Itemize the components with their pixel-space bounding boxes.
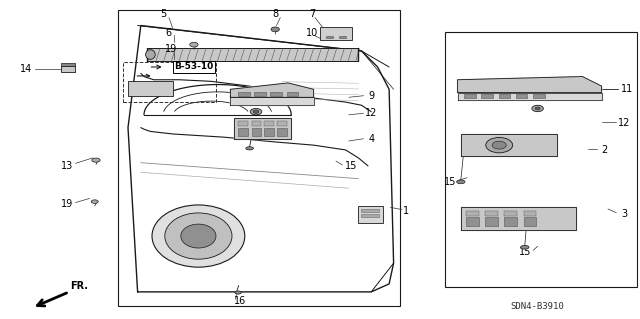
Bar [533, 94, 545, 98]
Text: 7: 7 [309, 9, 316, 19]
Polygon shape [461, 207, 576, 230]
Text: 13: 13 [61, 161, 74, 171]
Polygon shape [461, 134, 557, 156]
Bar [238, 128, 248, 136]
Bar [516, 94, 527, 98]
Bar [464, 94, 476, 98]
Text: 2: 2 [602, 145, 608, 155]
Ellipse shape [246, 147, 253, 150]
Bar [61, 66, 75, 72]
Bar [254, 92, 266, 96]
Bar [287, 92, 298, 96]
Ellipse shape [91, 200, 99, 204]
Bar [326, 36, 333, 38]
Ellipse shape [456, 180, 465, 184]
Text: 9: 9 [368, 91, 374, 101]
Bar [264, 121, 274, 126]
Bar [123, 62, 216, 102]
Text: 15: 15 [344, 161, 357, 171]
Ellipse shape [253, 110, 259, 113]
Bar [277, 121, 287, 126]
Polygon shape [234, 118, 291, 139]
Bar [270, 92, 282, 96]
Text: 15: 15 [444, 177, 456, 187]
Bar [481, 94, 493, 98]
Bar [504, 217, 517, 226]
Text: FR.: FR. [70, 281, 88, 291]
Polygon shape [458, 77, 602, 93]
Text: 1: 1 [403, 205, 410, 216]
Text: 15: 15 [518, 247, 531, 257]
Text: 11: 11 [621, 84, 634, 94]
Text: B-53-10: B-53-10 [174, 63, 213, 71]
Ellipse shape [535, 107, 540, 110]
Polygon shape [230, 83, 314, 97]
Text: 14: 14 [19, 63, 32, 74]
Bar [277, 128, 287, 136]
Text: 3: 3 [621, 209, 627, 219]
Ellipse shape [486, 137, 513, 153]
Bar [264, 128, 274, 136]
Text: 6: 6 [165, 28, 172, 39]
Bar [252, 121, 261, 126]
Text: 19: 19 [61, 199, 74, 209]
Ellipse shape [235, 291, 241, 294]
Bar [445, 32, 637, 287]
Ellipse shape [189, 42, 198, 47]
Polygon shape [458, 93, 602, 100]
Text: 12: 12 [618, 118, 630, 128]
Bar [466, 211, 479, 216]
Bar [118, 10, 400, 306]
Text: 19: 19 [165, 44, 178, 55]
Text: SDN4-B3910: SDN4-B3910 [511, 302, 564, 311]
Text: 16: 16 [234, 296, 246, 307]
Ellipse shape [145, 50, 155, 59]
Bar [361, 214, 379, 217]
Text: 12: 12 [365, 108, 378, 118]
Bar [504, 211, 517, 216]
Bar [499, 94, 510, 98]
Text: 10: 10 [306, 28, 319, 39]
Bar [238, 121, 248, 126]
Bar [524, 211, 536, 216]
Bar [361, 209, 379, 212]
Polygon shape [230, 97, 314, 105]
Ellipse shape [271, 27, 280, 32]
Bar [238, 92, 250, 96]
Text: 8: 8 [272, 9, 278, 19]
Bar [485, 217, 498, 226]
Ellipse shape [532, 105, 543, 112]
Ellipse shape [181, 224, 216, 248]
Bar [524, 217, 536, 226]
Text: 4: 4 [368, 134, 374, 144]
Bar [466, 217, 479, 226]
Bar [252, 128, 261, 136]
Text: 5: 5 [160, 9, 166, 19]
Ellipse shape [165, 213, 232, 259]
Bar [61, 63, 75, 66]
Bar [485, 211, 498, 216]
Ellipse shape [152, 205, 245, 267]
Ellipse shape [521, 245, 529, 249]
Bar [358, 206, 383, 223]
Bar [128, 81, 173, 96]
Bar [339, 36, 346, 38]
Ellipse shape [92, 158, 100, 162]
Ellipse shape [492, 141, 506, 149]
Ellipse shape [250, 108, 262, 115]
Bar [147, 48, 358, 61]
Bar [320, 27, 352, 40]
